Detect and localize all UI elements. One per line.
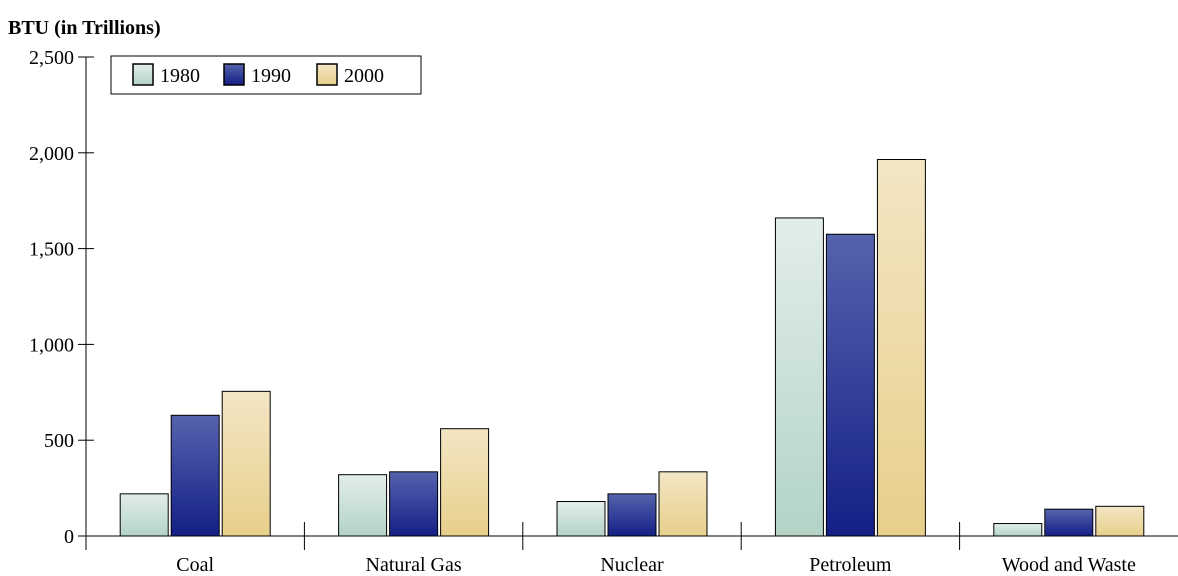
y-axis-title: BTU (in Trillions) [8,17,161,39]
x-tick-label: Petroleum [809,554,892,576]
bar-2000-coal [221,390,271,537]
bars [119,159,1145,537]
bar-1980-natural-gas [338,474,388,537]
legend-swatch-2000 [316,63,338,86]
bar-1980-coal [119,493,169,537]
legend: 1980 1990 2000 [110,55,422,95]
legend-swatch-1990 [223,63,245,86]
bar-1990-natural-gas [389,471,439,537]
legend-swatch-1980 [132,63,154,86]
legend-label-2000: 2000 [344,65,384,87]
y-tick-label: 1,000 [29,334,74,356]
y-tick-label: 500 [44,430,74,452]
legend-label-1990: 1990 [251,65,291,87]
bar-2000-petroleum [876,159,926,537]
bar-1980-nuclear [556,501,606,537]
y-tick-label: 2,500 [29,47,74,69]
legend-label-1980: 1980 [160,65,200,87]
bar-2000-wood-and-waste [1095,505,1145,537]
x-tick-label: Wood and Waste [1002,554,1136,576]
bar-1980-petroleum [774,217,824,537]
x-tick-label: Coal [176,554,214,576]
axes: 0 500 1,000 1,500 2,000 2,500 Coal Natural Gas N… [29,47,1178,576]
y-tick-label: 1,500 [29,239,74,261]
bar-2000-natural-gas [440,428,490,537]
x-tick-label: Nuclear [600,554,664,576]
x-tick-label: Natural Gas [366,554,462,576]
y-tick-label: 0 [64,526,74,548]
y-tick-label: 2,000 [29,143,74,165]
bar-1990-wood-and-waste [1044,508,1094,537]
bar-1980-wood-and-waste [993,523,1043,537]
legend-box [110,55,422,95]
bar-1990-petroleum [825,233,875,537]
bar-1990-nuclear [607,493,657,537]
bar-2000-nuclear [658,471,708,537]
bar-1990-coal [170,414,220,537]
